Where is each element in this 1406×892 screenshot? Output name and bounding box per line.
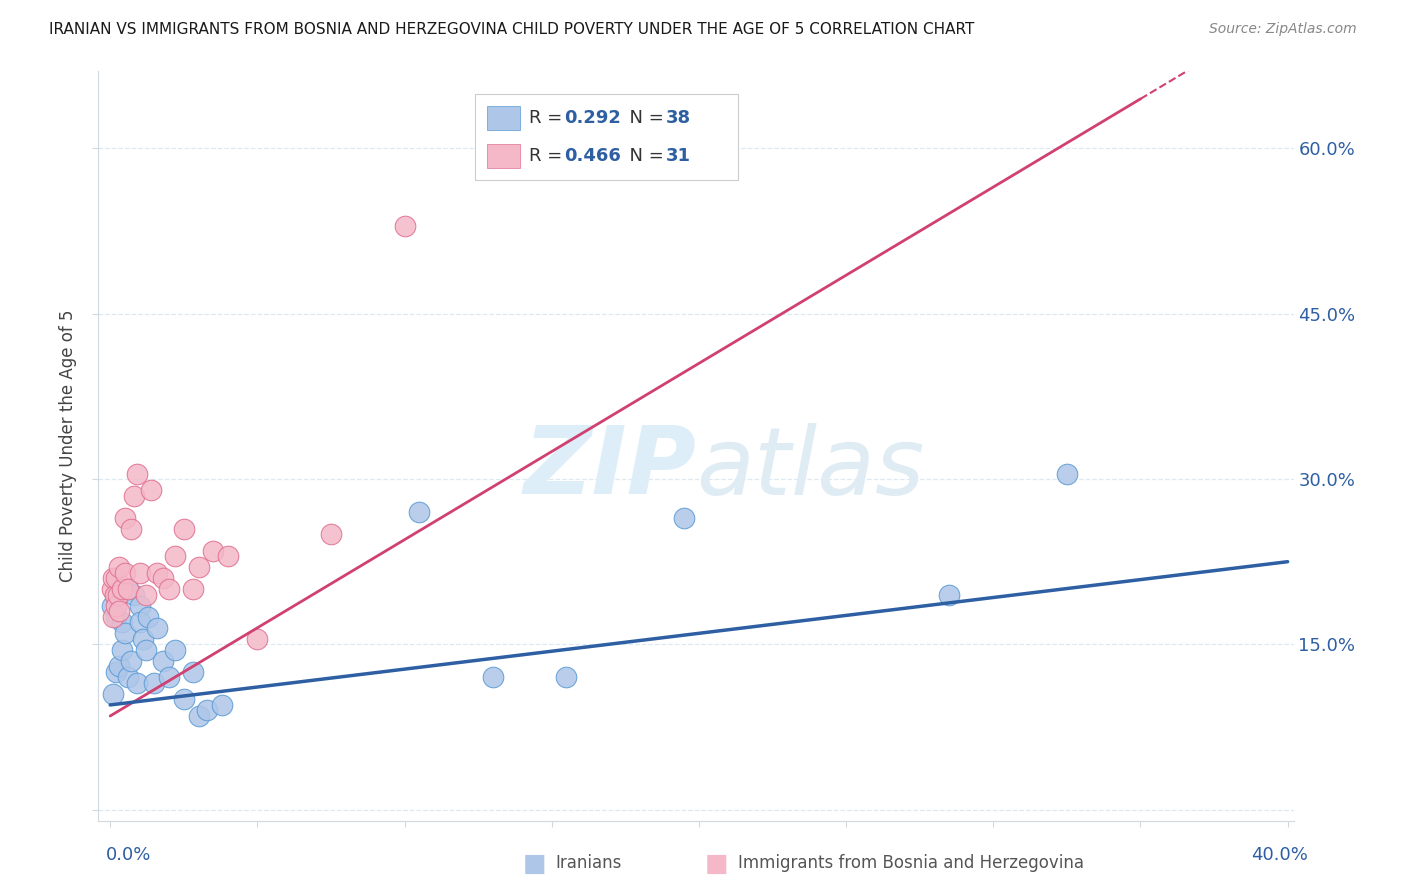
Point xyxy=(408,505,430,519)
Text: Iranians: Iranians xyxy=(555,855,621,872)
Point xyxy=(143,676,166,690)
Text: ■: ■ xyxy=(706,852,728,875)
Point xyxy=(187,560,209,574)
Point xyxy=(108,588,131,602)
Point xyxy=(101,687,124,701)
Point xyxy=(146,566,169,580)
Point xyxy=(217,549,239,564)
Point xyxy=(673,510,696,524)
Point xyxy=(122,588,145,602)
Text: 31: 31 xyxy=(666,147,692,165)
Point xyxy=(173,692,195,706)
Bar xyxy=(486,106,520,130)
Point xyxy=(108,560,131,574)
Point xyxy=(128,599,150,613)
Point xyxy=(100,599,122,613)
Point xyxy=(134,643,156,657)
FancyBboxPatch shape xyxy=(475,94,738,180)
Point xyxy=(163,643,186,657)
Point xyxy=(105,571,128,585)
Point xyxy=(187,709,209,723)
Bar xyxy=(486,144,520,168)
Point xyxy=(100,582,122,597)
Point xyxy=(105,609,128,624)
Point xyxy=(319,527,342,541)
Point xyxy=(134,588,156,602)
Point xyxy=(114,510,136,524)
Text: 38: 38 xyxy=(666,109,692,127)
Point xyxy=(105,665,128,679)
Point xyxy=(1056,467,1078,481)
Text: IRANIAN VS IMMIGRANTS FROM BOSNIA AND HERZEGOVINA CHILD POVERTY UNDER THE AGE OF: IRANIAN VS IMMIGRANTS FROM BOSNIA AND HE… xyxy=(49,22,974,37)
Text: N =: N = xyxy=(619,147,669,165)
Point xyxy=(125,676,148,690)
Point xyxy=(117,582,139,597)
Point xyxy=(101,609,124,624)
Text: N =: N = xyxy=(619,109,669,127)
Point xyxy=(107,588,129,602)
Point xyxy=(104,588,127,602)
Text: ZIP: ZIP xyxy=(523,423,696,515)
Text: R =: R = xyxy=(529,109,568,127)
Point xyxy=(108,604,131,618)
Point xyxy=(128,615,150,630)
Point xyxy=(108,659,131,673)
Point xyxy=(120,654,142,668)
Point xyxy=(111,615,134,630)
Point xyxy=(120,522,142,536)
Point xyxy=(131,632,153,646)
Point xyxy=(202,543,225,558)
Point xyxy=(152,654,174,668)
Point xyxy=(173,522,195,536)
Point xyxy=(555,670,578,684)
Point xyxy=(938,588,960,602)
Point xyxy=(146,621,169,635)
Point xyxy=(195,703,218,717)
Point xyxy=(111,643,134,657)
Point xyxy=(101,571,124,585)
Point xyxy=(246,632,269,646)
Text: atlas: atlas xyxy=(696,423,924,514)
Point xyxy=(211,698,233,712)
Point xyxy=(163,549,186,564)
Point xyxy=(117,670,139,684)
Y-axis label: Child Poverty Under the Age of 5: Child Poverty Under the Age of 5 xyxy=(59,310,77,582)
Point xyxy=(181,582,204,597)
Point xyxy=(125,467,148,481)
Point xyxy=(482,670,505,684)
Point xyxy=(181,665,204,679)
Point xyxy=(107,582,129,597)
Point xyxy=(152,571,174,585)
Point xyxy=(394,219,416,233)
Text: Immigrants from Bosnia and Herzegovina: Immigrants from Bosnia and Herzegovina xyxy=(738,855,1084,872)
Text: ■: ■ xyxy=(523,852,546,875)
Text: 0.466: 0.466 xyxy=(565,147,621,165)
Point xyxy=(138,609,160,624)
Point xyxy=(114,566,136,580)
Text: 0.0%: 0.0% xyxy=(105,846,150,863)
Text: 0.292: 0.292 xyxy=(565,109,621,127)
Point xyxy=(157,670,180,684)
Point xyxy=(114,626,136,640)
Point xyxy=(117,582,139,597)
Point xyxy=(114,582,136,597)
Point xyxy=(104,588,127,602)
Text: Source: ZipAtlas.com: Source: ZipAtlas.com xyxy=(1209,22,1357,37)
Point xyxy=(141,483,163,497)
Point xyxy=(105,599,128,613)
Point xyxy=(128,566,150,580)
Point xyxy=(111,582,134,597)
Point xyxy=(157,582,180,597)
Text: R =: R = xyxy=(529,147,568,165)
Text: 40.0%: 40.0% xyxy=(1251,846,1308,863)
Point xyxy=(122,489,145,503)
